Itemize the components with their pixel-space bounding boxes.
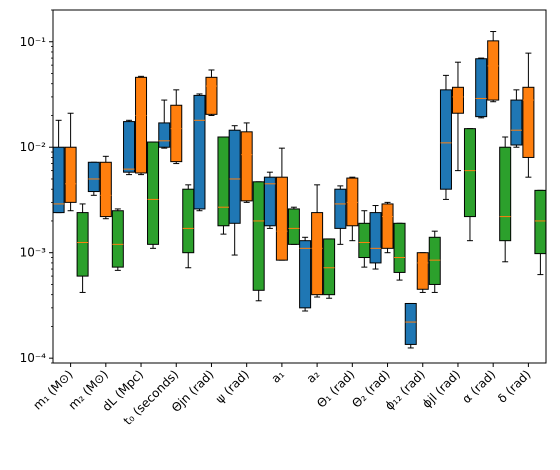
box-group <box>463 128 476 242</box>
box <box>475 58 488 118</box>
box-group <box>381 201 394 254</box>
y-tick-label: 10⁻¹ <box>20 35 47 49</box>
box <box>428 236 441 285</box>
box <box>158 122 171 148</box>
box-layer <box>52 31 547 349</box>
box <box>182 188 195 254</box>
box <box>64 146 77 203</box>
box <box>170 104 183 163</box>
box <box>416 252 429 290</box>
box-group <box>182 184 195 269</box>
x-tick-label: a₂ <box>304 367 323 386</box>
box <box>252 181 265 291</box>
box-group <box>252 181 265 302</box>
box <box>228 129 241 224</box>
box <box>463 128 476 218</box>
box-group <box>416 252 429 293</box>
y-tick-label: 10⁻⁴ <box>20 351 47 365</box>
box-group <box>299 236 312 312</box>
box-group <box>52 119 65 214</box>
box-group <box>99 155 112 220</box>
box <box>323 238 336 296</box>
y-tick-label: 10⁻² <box>20 140 47 154</box>
box-group <box>451 61 464 172</box>
box <box>205 76 218 115</box>
box-group <box>439 74 452 200</box>
plot-frame <box>52 9 547 364</box>
box-group <box>358 210 371 268</box>
box <box>358 222 371 259</box>
box-group <box>275 147 288 261</box>
box-group <box>205 69 218 116</box>
box-group <box>499 136 512 263</box>
box <box>240 131 253 202</box>
box <box>311 212 324 296</box>
box <box>334 188 347 229</box>
box-group <box>158 99 171 149</box>
box-group <box>323 238 336 299</box>
box <box>76 212 89 277</box>
box <box>487 40 500 101</box>
box-group <box>87 161 100 196</box>
x-axis: m₁ (M⊙)m₂ (M⊙)dL (Mpc)t₀ (seconds)Θjn (r… <box>30 363 534 428</box>
box <box>404 302 417 345</box>
x-tick-label: α (rad) <box>459 367 498 406</box>
box-group <box>404 302 417 349</box>
box <box>123 121 136 173</box>
box <box>393 222 406 273</box>
box-group <box>346 176 359 242</box>
box <box>147 141 160 245</box>
box-group <box>263 171 276 229</box>
box <box>87 161 100 193</box>
box <box>193 94 206 210</box>
box <box>522 86 535 158</box>
box <box>534 189 547 255</box>
box <box>111 210 124 268</box>
x-tick-label: a₁ <box>269 367 288 386</box>
box <box>381 203 394 249</box>
box-group <box>240 122 253 203</box>
box <box>451 86 464 114</box>
box <box>499 146 512 242</box>
box-group <box>228 125 241 256</box>
box-group <box>76 203 89 293</box>
box-group <box>534 189 547 276</box>
box-group <box>170 89 183 165</box>
x-tick-label: δ (rad) <box>495 367 533 405</box>
box-group <box>487 31 500 103</box>
box <box>135 76 148 174</box>
y-axis: 10⁻⁴ 10⁻³ 10⁻² 10⁻¹ <box>20 9 53 365</box>
box-group <box>428 230 441 293</box>
box <box>217 136 230 227</box>
box-group <box>393 222 406 281</box>
y-tick-label: 10⁻³ <box>20 246 47 260</box>
box-group <box>147 141 160 249</box>
box-group <box>135 75 148 176</box>
box-group <box>287 206 300 245</box>
box <box>99 161 112 218</box>
box-group <box>64 112 77 212</box>
box-group <box>522 52 535 178</box>
box-group <box>193 93 206 212</box>
box-group <box>111 208 124 271</box>
box-group <box>510 89 523 148</box>
x-tick-label: ϕjl (rad) <box>419 367 463 411</box>
box-group <box>369 205 382 270</box>
box-group <box>217 136 230 235</box>
box <box>299 240 312 309</box>
box <box>275 176 288 261</box>
box-group <box>311 184 324 298</box>
box-group <box>334 185 347 245</box>
x-tick-label: Θ₁ (rad) <box>314 367 357 410</box>
box <box>287 208 300 245</box>
x-tick-label: ψ (rad) <box>213 367 252 406</box>
box <box>52 146 65 214</box>
box <box>439 89 452 190</box>
box <box>510 99 523 146</box>
box-group <box>475 57 488 119</box>
box-group <box>123 119 136 176</box>
box <box>369 212 382 264</box>
box <box>263 176 276 227</box>
